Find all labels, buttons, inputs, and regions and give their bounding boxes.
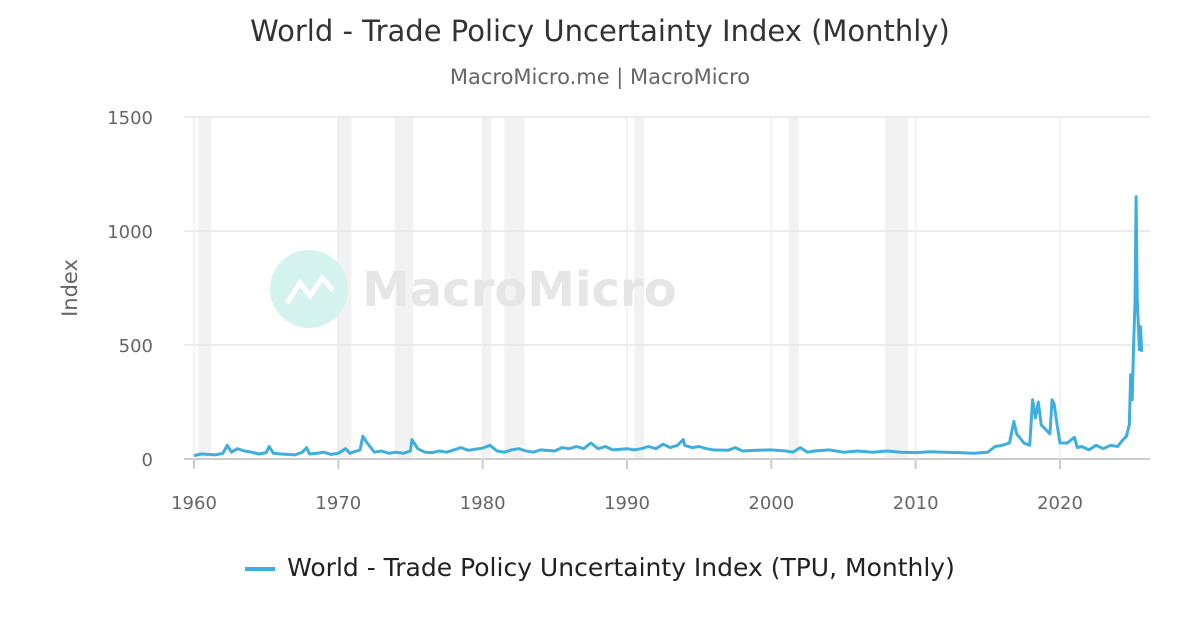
legend-item[interactable]: World - Trade Policy Uncertainty Index (… [0, 553, 1200, 582]
series-line [193, 195, 1144, 458]
x-tick-label: 2020 [1037, 493, 1083, 514]
recession-band [504, 117, 525, 459]
recession-band [198, 117, 212, 459]
y-tick-label: 1500 [107, 108, 153, 129]
recession-band [788, 117, 799, 459]
recession-band [394, 117, 414, 459]
x-tick-label: 1970 [315, 493, 361, 514]
recession-band [634, 117, 645, 459]
watermark-logo-icon [284, 273, 335, 305]
recession-band [482, 117, 492, 459]
x-tick-label: 1960 [171, 493, 217, 514]
chart-title: World - Trade Policy Uncertainty Index (… [250, 14, 950, 48]
y-tick-label: 0 [142, 450, 153, 471]
legend-swatch [245, 567, 276, 571]
y-tick-label: 500 [119, 336, 153, 357]
x-tick-label: 1980 [460, 493, 506, 514]
watermark-text: MacroMicro [362, 262, 677, 318]
x-tick-label: 1990 [604, 493, 650, 514]
chart-subtitle: MacroMicro.me | MacroMicro [449, 65, 751, 89]
watermark-logo-icon [270, 250, 348, 328]
recession-band [885, 117, 909, 459]
y-tick-label: 1000 [107, 222, 153, 243]
legend-label: World - Trade Policy Uncertainty Index (… [287, 553, 955, 582]
x-tick-label: 2010 [893, 493, 939, 514]
y-axis-label: Index [58, 259, 82, 317]
x-tick-label: 2000 [748, 493, 794, 514]
